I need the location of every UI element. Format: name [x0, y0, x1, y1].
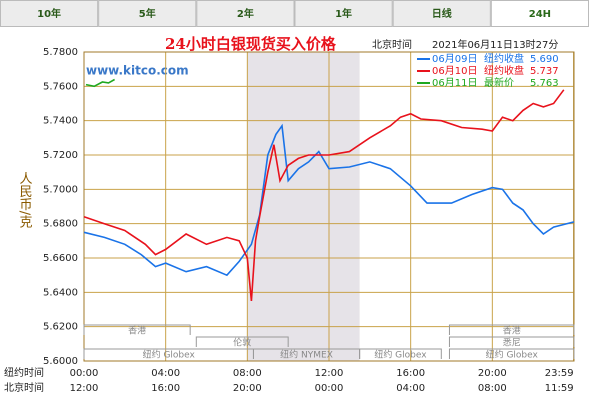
- y-tick-label: 5.6000: [43, 356, 78, 367]
- time-label: 北京时间: [372, 38, 412, 51]
- legend-note: 最新价: [484, 76, 514, 89]
- y-tick-label: 5.7200: [43, 150, 78, 161]
- session-label: 香港: [503, 325, 521, 337]
- x-tick-label: 04:00: [151, 368, 180, 379]
- legend-note: 纽约收盘: [484, 52, 524, 65]
- tab[interactable]: [392, 0, 491, 27]
- timestamp: 2021年06月11日13时27分: [432, 38, 558, 51]
- x2-tick-label: 00:00: [315, 383, 344, 394]
- y-tick-label: 5.6800: [43, 219, 78, 230]
- watermark: www.kitco.com: [86, 64, 189, 78]
- series-line: [83, 89, 565, 301]
- x2-tick-label: 04:00: [396, 383, 425, 394]
- tab-label[interactable]: 1年: [335, 7, 352, 20]
- x-tick-label: 00:00: [70, 368, 99, 379]
- y-tick-label: 5.6600: [43, 253, 78, 264]
- session-bracket: [359, 348, 442, 359]
- session-bracket: [448, 324, 575, 335]
- session-label: 悉尼: [503, 337, 521, 349]
- session-label: 伦敦: [233, 337, 251, 349]
- x-tick-label: 16:00: [396, 368, 425, 379]
- legend-value: 5.690: [530, 54, 559, 65]
- chart-title: 24小时白银现货买入价格: [165, 35, 337, 53]
- legend-name: 06月11日: [432, 77, 477, 89]
- x-tick-label: 20:00: [478, 368, 507, 379]
- shaded-region: [247, 52, 360, 361]
- y-tick-label: 5.7600: [43, 81, 78, 92]
- y-axis-label: 人民币/克: [17, 172, 33, 230]
- tab-label[interactable]: 日线: [432, 7, 452, 20]
- x-row-label: 纽约时间: [4, 366, 44, 379]
- tab-label[interactable]: 2年: [237, 7, 254, 20]
- tab[interactable]: [0, 0, 99, 27]
- y-tick-label: 5.7800: [43, 47, 78, 58]
- legend-name: 06月09日: [432, 53, 477, 65]
- y-tick-label: 5.6400: [43, 287, 78, 298]
- tab[interactable]: [98, 0, 197, 27]
- session-bracket: [195, 336, 289, 347]
- x-tick-label: 12:00: [315, 368, 344, 379]
- y-tick-label: 5.7400: [43, 116, 78, 127]
- series-line: [85, 78, 115, 88]
- session-label: 香港: [128, 325, 146, 337]
- tab[interactable]: [490, 0, 589, 27]
- y-tick-label: 5.7000: [43, 184, 78, 195]
- tab-label[interactable]: 10年: [37, 7, 61, 20]
- x2-tick-label: 11:59: [545, 383, 574, 394]
- y-tick-label: 5.6200: [43, 322, 78, 333]
- session-label: 纽约 Globex: [486, 349, 539, 361]
- legend-name: 06月10日: [432, 65, 477, 77]
- tab[interactable]: [196, 0, 295, 27]
- x-tick-label: 08:00: [233, 368, 262, 379]
- session-label: 纽约 NYMEX: [280, 349, 333, 361]
- legend-value: 5.737: [530, 66, 559, 77]
- plot-frame: [83, 51, 575, 362]
- session-bracket: [448, 336, 575, 347]
- session-label: 纽约 Globex: [374, 349, 427, 361]
- tab[interactable]: [294, 0, 393, 27]
- x2-row-label: 北京时间: [4, 381, 44, 394]
- tab-label[interactable]: 5年: [139, 7, 156, 20]
- session-bracket: [83, 324, 191, 335]
- x2-tick-label: 12:00: [70, 383, 99, 394]
- legend-value: 5.763: [530, 78, 559, 89]
- tab-label[interactable]: 24H: [529, 9, 551, 20]
- x2-tick-label: 20:00: [233, 383, 262, 394]
- session-bracket: [448, 348, 575, 359]
- x2-tick-label: 16:00: [151, 383, 180, 394]
- series-line: [83, 123, 575, 277]
- legend-note: 纽约收盘: [484, 64, 524, 77]
- x-tick-label: 23:59: [545, 368, 574, 379]
- x2-tick-label: 08:00: [478, 383, 507, 394]
- session-label: 纽约 Globex: [143, 349, 196, 361]
